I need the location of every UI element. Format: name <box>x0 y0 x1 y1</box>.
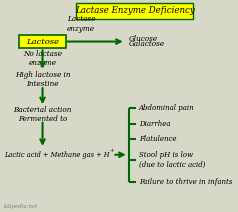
Text: Lactase Enzyme Deficiency: Lactase Enzyme Deficiency <box>75 6 195 15</box>
Text: Glucose: Glucose <box>129 35 158 43</box>
Text: Abdominal pain: Abdominal pain <box>139 104 194 112</box>
Text: Failure to thrive in infants: Failure to thrive in infants <box>139 178 232 186</box>
Text: Diarrhea: Diarrhea <box>139 120 170 128</box>
FancyBboxPatch shape <box>76 3 193 19</box>
Text: Lactase
enzyme: Lactase enzyme <box>67 15 95 33</box>
Text: Galactose: Galactose <box>129 40 165 48</box>
Text: +: + <box>110 148 114 153</box>
Text: Lactic acid + Methane gas + H: Lactic acid + Methane gas + H <box>4 151 109 159</box>
Text: High lactose in
Intestine: High lactose in Intestine <box>15 71 70 88</box>
Text: Lactose: Lactose <box>26 38 59 46</box>
Text: Flatulence: Flatulence <box>139 135 176 143</box>
Text: No lactase
enzyme: No lactase enzyme <box>23 50 62 67</box>
Text: labpedia.net: labpedia.net <box>4 204 39 209</box>
FancyBboxPatch shape <box>19 35 66 48</box>
Text: Stool pH is low
(due to lactic acid): Stool pH is low (due to lactic acid) <box>139 151 205 169</box>
Text: Bacterial action
Fermented to: Bacterial action Fermented to <box>13 106 72 123</box>
